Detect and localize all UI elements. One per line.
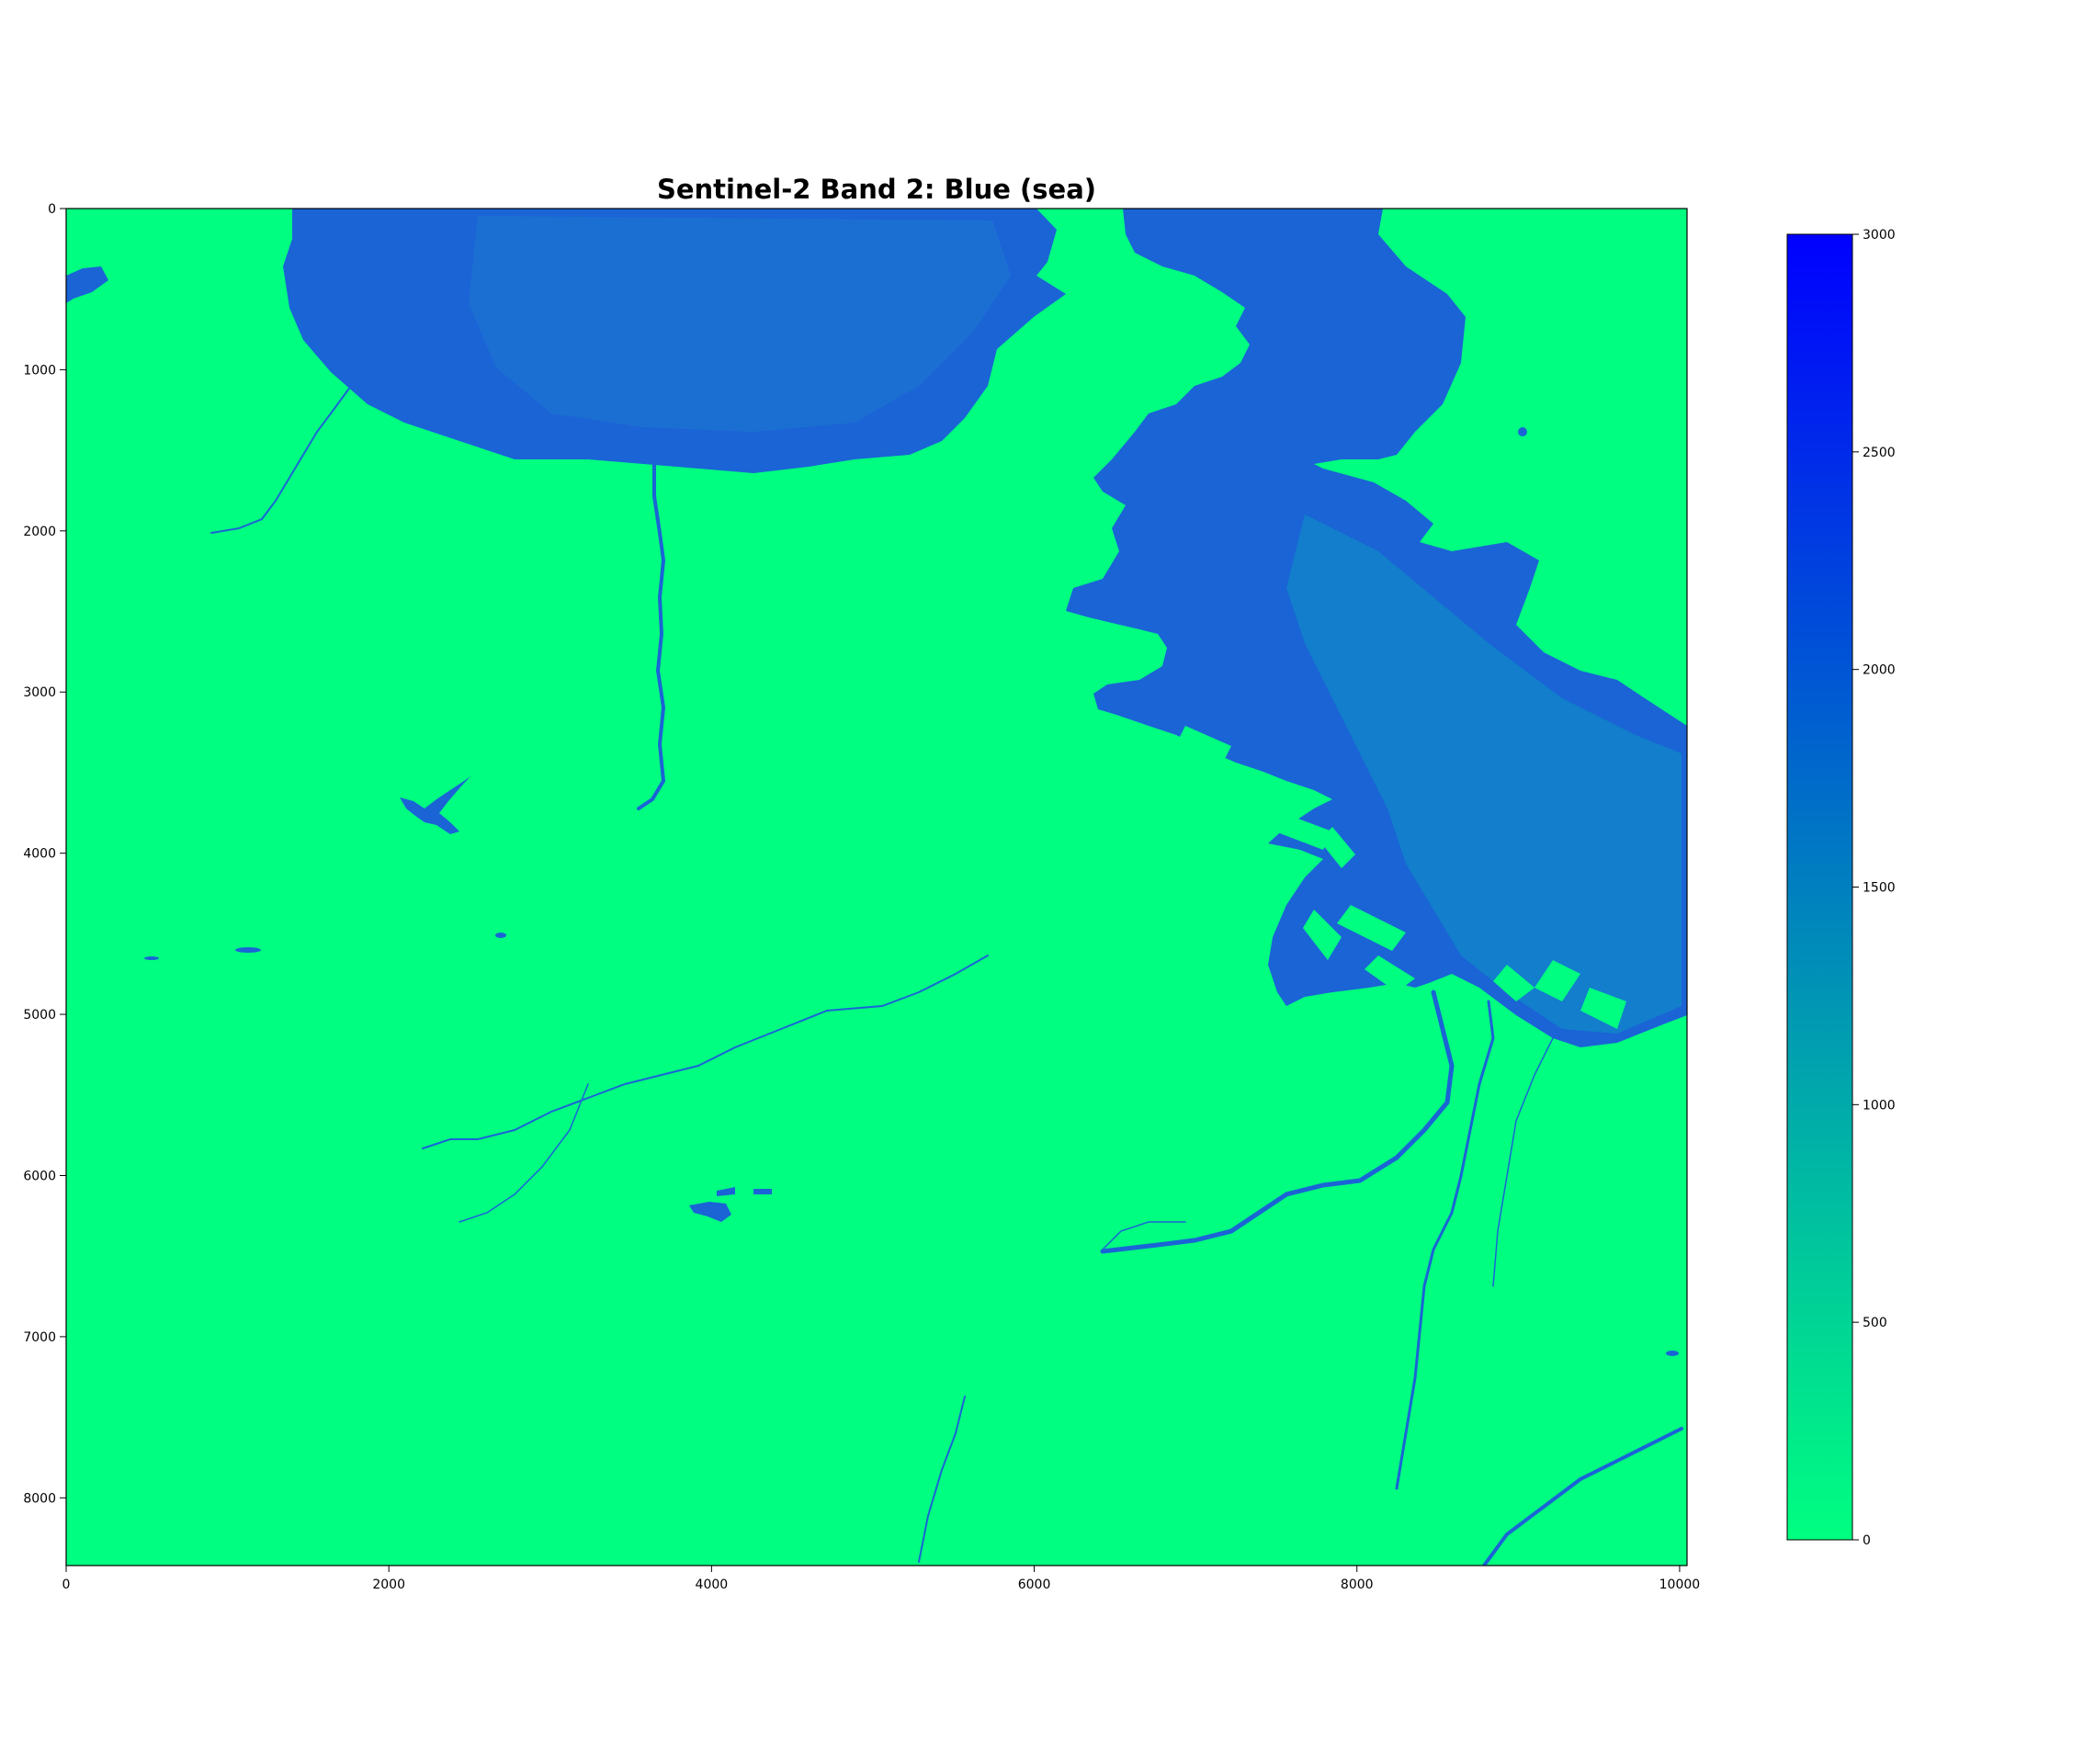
y-tick-label: 4000 (23, 847, 56, 862)
small-lake-1 (235, 947, 261, 953)
colorbar (1786, 233, 1853, 1541)
western-lake (400, 776, 470, 834)
heatmap-image (66, 209, 1687, 1566)
x-tick-label: 4000 (696, 1577, 729, 1592)
y-tick-label: 6000 (23, 1169, 56, 1183)
eastern-harbor-shade (1286, 514, 1682, 1034)
x-tick-label: 2000 (372, 1577, 405, 1592)
southern-pond (689, 1202, 731, 1222)
y-axis: 0 1000 2000 3000 4000 5000 6000 7000 8000 (23, 202, 66, 1506)
chart-title: Sentinel-2 Band 2: Blue (sea) (657, 174, 1096, 205)
pond-strip (717, 1187, 772, 1196)
river-middle (422, 955, 989, 1149)
y-tick-label: 8000 (23, 1491, 56, 1506)
y-tick-label: 0 (48, 202, 56, 217)
northern-bay-shade (469, 216, 1011, 432)
river-sw-branch (1102, 1221, 1186, 1250)
colorbar-tick-label: 2500 (1863, 446, 1896, 460)
rivers (210, 385, 1683, 1566)
y-tick-label: 7000 (23, 1330, 56, 1345)
y-tick-label: 1000 (23, 363, 56, 378)
river-main-east (1100, 989, 1455, 1254)
colorbar-tick-label: 1000 (1863, 1098, 1896, 1113)
plot-frame (65, 208, 1688, 1566)
x-tick-label: 6000 (1018, 1577, 1051, 1592)
western-inlet (66, 266, 108, 303)
y-tick-label: 5000 (23, 1008, 56, 1023)
small-lake-4 (1518, 427, 1527, 436)
colorbar-tick-label: 500 (1863, 1316, 1887, 1330)
small-lake-5 (1666, 1351, 1679, 1356)
y-tick-label: 3000 (23, 685, 56, 700)
colorbar-tick-label: 1500 (1863, 881, 1896, 896)
river-far-south (918, 1396, 966, 1563)
harbor-piers (1178, 726, 1626, 1029)
river-east-2 (1395, 1000, 1495, 1490)
colorbar-tick-label: 3000 (1863, 228, 1896, 243)
river-west (210, 385, 352, 534)
river-north-south (637, 462, 666, 810)
x-tick-label: 10000 (1659, 1577, 1701, 1592)
small-lake-3 (495, 933, 506, 938)
colorbar-tick-label: 2000 (1863, 663, 1896, 678)
small-lake-2 (144, 956, 159, 960)
river-southeast (1482, 1427, 1683, 1566)
y-tick-label: 2000 (23, 525, 56, 539)
x-axis: 0 2000 4000 6000 8000 10000 (62, 1566, 1701, 1592)
colorbar-tick-label: 0 (1863, 1533, 1871, 1548)
river-right-branch (1492, 1037, 1554, 1287)
x-tick-label: 8000 (1341, 1577, 1374, 1592)
x-tick-label: 0 (62, 1577, 71, 1592)
river-south-west (459, 1083, 589, 1223)
colorbar-axis: 0 500 1000 1500 2000 2500 3000 (1852, 228, 1896, 1548)
